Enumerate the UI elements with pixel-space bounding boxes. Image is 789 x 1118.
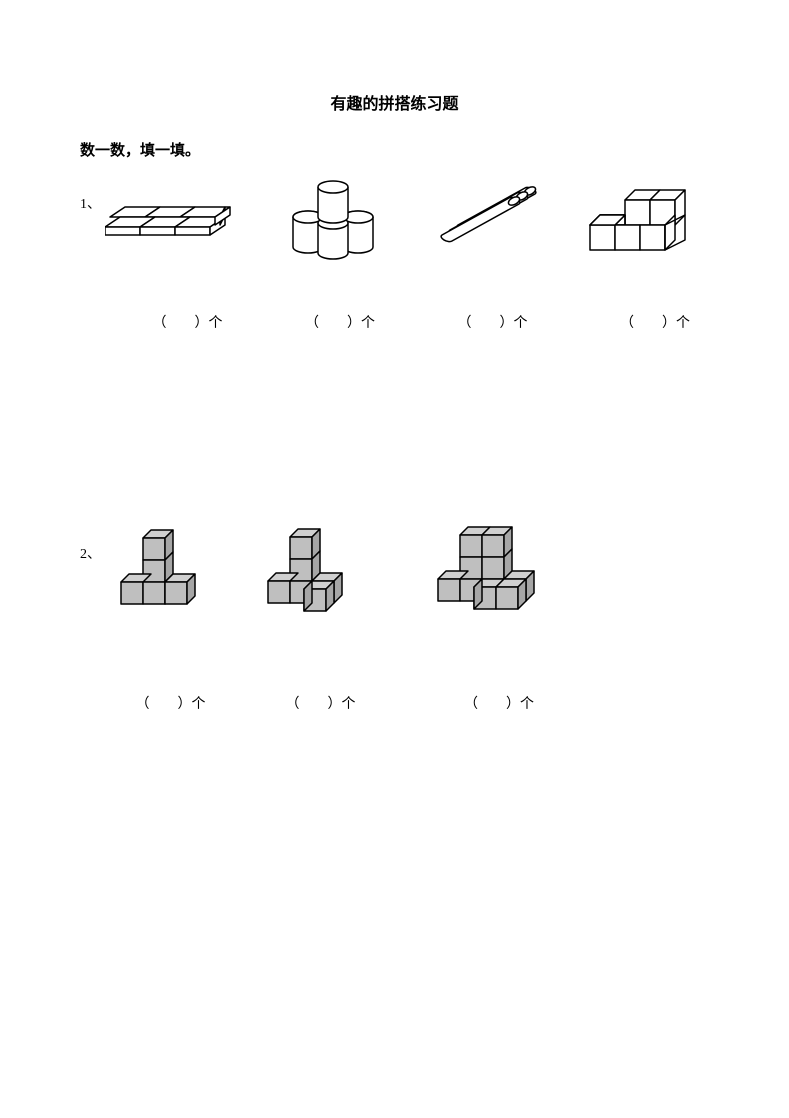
question-1-row: 1、 bbox=[80, 175, 709, 395]
q2-answer-1: （ ）个 bbox=[118, 693, 223, 713]
q1-answer-4: （ ）个 bbox=[600, 312, 710, 332]
page-title: 有趣的拼搭练习题 bbox=[80, 90, 709, 114]
q1-figure-1: （ ）个 bbox=[105, 195, 250, 332]
gray-cubes-2-icon bbox=[258, 515, 378, 615]
q2-figure-1: （ ）个 bbox=[113, 515, 223, 713]
q2-figure-2: （ ）个 bbox=[258, 515, 378, 713]
q1-answer-1: （ ）个 bbox=[125, 312, 250, 332]
q1-answer-3: （ ）个 bbox=[435, 312, 550, 332]
page-subtitle: 数一数，填一填。 bbox=[80, 139, 709, 160]
page-container: 有趣的拼搭练习题 数一数，填一填。 1、 bbox=[0, 0, 789, 775]
q1-number: 1、 bbox=[80, 193, 101, 213]
gray-cubes-1-icon bbox=[113, 515, 223, 615]
q2-answer-3: （ ）个 bbox=[440, 693, 558, 713]
question-2-row: 2、 bbox=[80, 515, 709, 775]
q1-answer-2: （ ）个 bbox=[290, 312, 390, 332]
q1-figure-4: （ ）个 bbox=[585, 180, 710, 332]
q2-figure-3: （ ）个 bbox=[418, 515, 558, 713]
q1-figure-3: （ ）个 bbox=[430, 180, 550, 332]
q1-figure-2: （ ）个 bbox=[280, 175, 390, 332]
gray-cubes-3-icon bbox=[418, 515, 558, 615]
rods-icon bbox=[430, 180, 550, 245]
flat-tiles-icon bbox=[105, 195, 250, 250]
q2-number: 2、 bbox=[80, 543, 101, 563]
l-blocks-icon bbox=[585, 180, 710, 255]
q2-answer-2: （ ）个 bbox=[263, 693, 378, 713]
cylinders-icon bbox=[280, 175, 390, 260]
